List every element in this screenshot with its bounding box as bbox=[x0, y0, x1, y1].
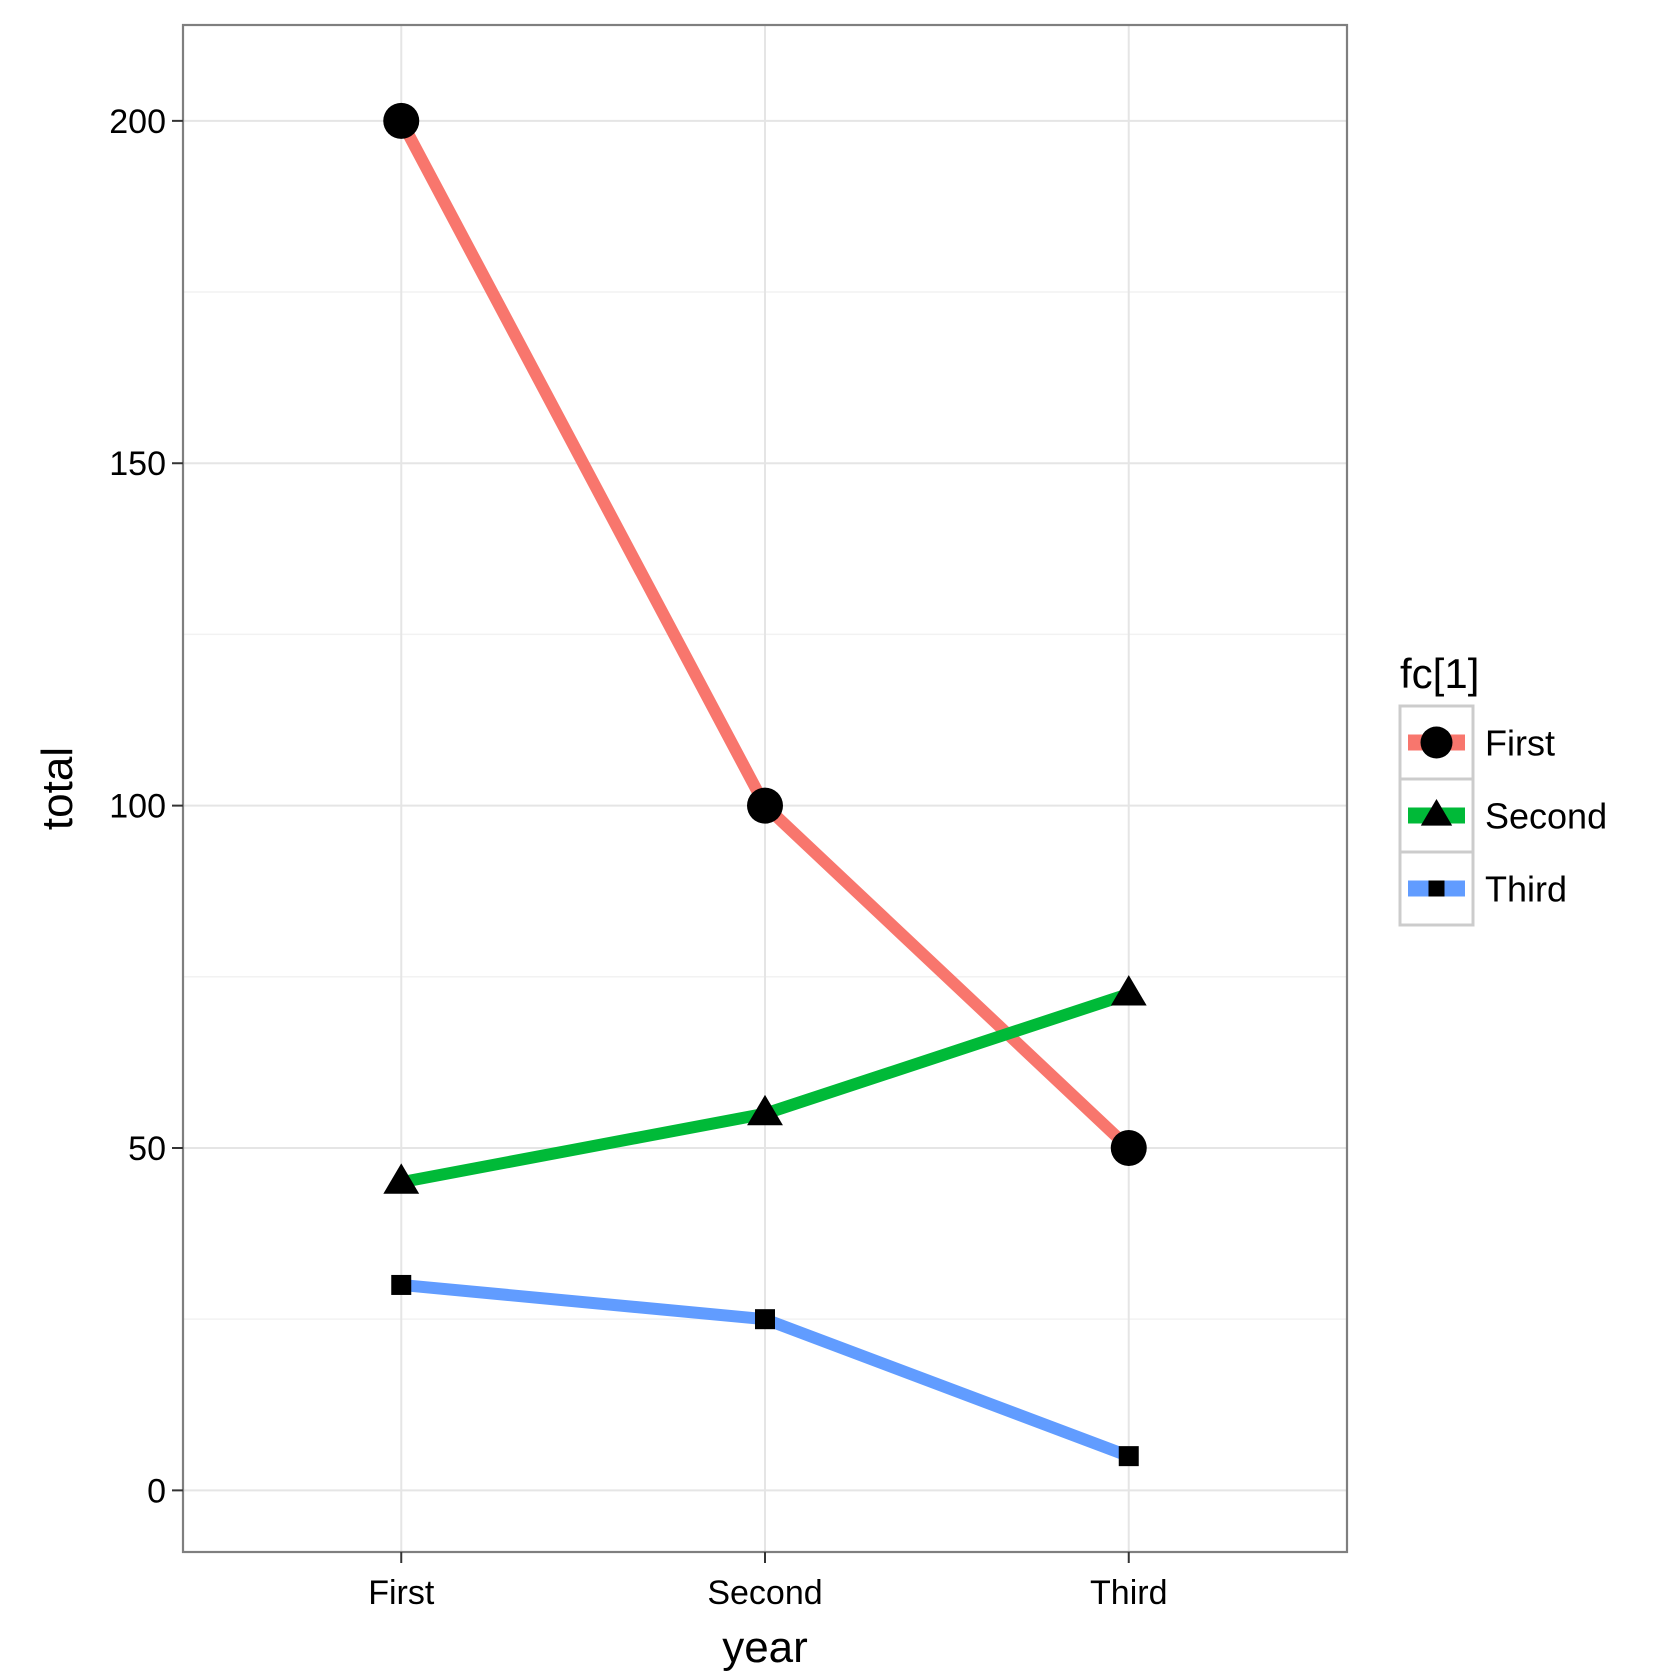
data-point-third bbox=[755, 1309, 775, 1330]
data-point-second bbox=[747, 1094, 783, 1126]
data-point-second bbox=[383, 1163, 420, 1194]
data-point-first bbox=[747, 787, 783, 824]
legend-label: First bbox=[1485, 723, 1555, 764]
x-tick-label: Second bbox=[707, 1574, 822, 1612]
data-point-first bbox=[1110, 1129, 1147, 1166]
data-point-first bbox=[383, 102, 420, 139]
y-tick-label: 50 bbox=[128, 1130, 166, 1168]
legend-marker-second bbox=[1420, 799, 1453, 826]
y-tick-label: 150 bbox=[109, 445, 166, 483]
x-axis-title: year bbox=[722, 1623, 808, 1672]
y-tick-label: 0 bbox=[147, 1472, 166, 1510]
y-axis-title: total bbox=[33, 747, 82, 830]
axis-layer: 0 50 100 150 200 First Second Third bbox=[109, 103, 1167, 1612]
legend-label: Third bbox=[1485, 869, 1567, 910]
data-point-third bbox=[391, 1274, 412, 1295]
legend-title: fc[1] bbox=[1400, 650, 1479, 697]
x-tick-label: Third bbox=[1090, 1574, 1167, 1612]
x-tick-label: First bbox=[368, 1574, 435, 1612]
data-point-third bbox=[1118, 1446, 1139, 1467]
legend: fc[1] First Second Third bbox=[1398, 650, 1607, 927]
y-tick-label: 100 bbox=[109, 788, 166, 826]
y-tick-label: 200 bbox=[109, 103, 166, 141]
marker-layer bbox=[383, 102, 1147, 1467]
legend-label: Second bbox=[1485, 796, 1607, 837]
data-point-second bbox=[1110, 975, 1147, 1006]
legend-marker-third bbox=[1428, 880, 1445, 897]
legend-marker-first bbox=[1420, 726, 1453, 759]
